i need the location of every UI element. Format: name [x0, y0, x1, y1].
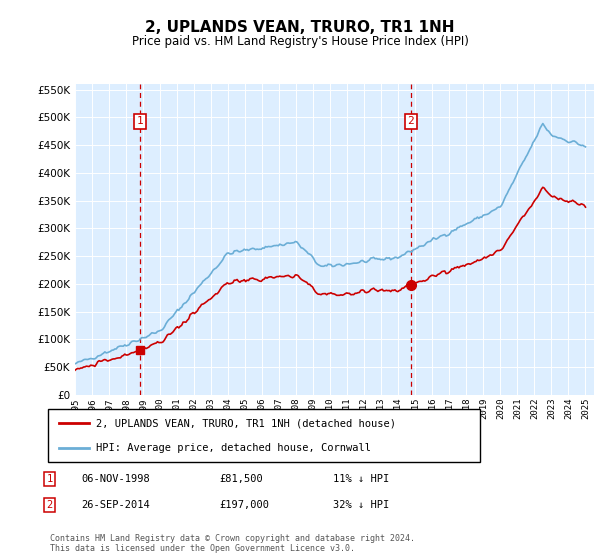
Text: 2: 2: [47, 500, 53, 510]
Text: 1: 1: [137, 116, 144, 127]
Text: 1: 1: [47, 474, 53, 484]
Text: £81,500: £81,500: [219, 474, 263, 484]
Text: 2, UPLANDS VEAN, TRURO, TR1 1NH: 2, UPLANDS VEAN, TRURO, TR1 1NH: [145, 20, 455, 35]
Text: 2: 2: [407, 116, 414, 127]
Text: HPI: Average price, detached house, Cornwall: HPI: Average price, detached house, Corn…: [95, 442, 371, 452]
Text: £197,000: £197,000: [219, 500, 269, 510]
Text: Contains HM Land Registry data © Crown copyright and database right 2024.
This d: Contains HM Land Registry data © Crown c…: [50, 534, 415, 553]
Text: 32% ↓ HPI: 32% ↓ HPI: [333, 500, 389, 510]
Text: 11% ↓ HPI: 11% ↓ HPI: [333, 474, 389, 484]
Text: Price paid vs. HM Land Registry's House Price Index (HPI): Price paid vs. HM Land Registry's House …: [131, 35, 469, 48]
Text: 2, UPLANDS VEAN, TRURO, TR1 1NH (detached house): 2, UPLANDS VEAN, TRURO, TR1 1NH (detache…: [95, 418, 395, 428]
FancyBboxPatch shape: [48, 409, 480, 462]
Text: 26-SEP-2014: 26-SEP-2014: [81, 500, 150, 510]
Text: 06-NOV-1998: 06-NOV-1998: [81, 474, 150, 484]
